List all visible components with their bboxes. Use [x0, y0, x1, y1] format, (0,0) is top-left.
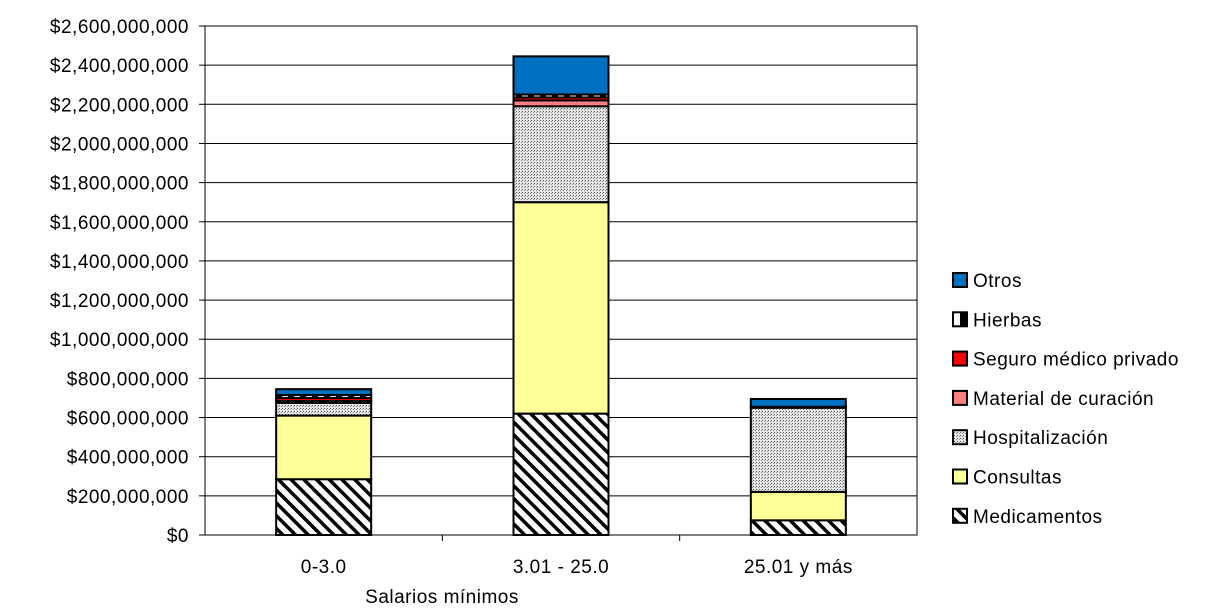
y-tick-label: $0	[167, 526, 189, 547]
legend-label: Seguro médico privado	[973, 350, 1179, 371]
legend-swatch	[953, 430, 967, 444]
legend: Otros Hierbas Seguro médico privado Materia…	[953, 271, 1179, 528]
bar-segment-consultas	[514, 202, 609, 413]
legend-item-consultas: Consultas	[953, 468, 1062, 489]
bar-segment-consultas	[751, 492, 846, 520]
y-tick-label: $1,800,000,000	[50, 174, 189, 195]
y-tick-label: $800,000,000	[67, 369, 189, 390]
legend-label: Consultas	[973, 468, 1062, 489]
bar-segment-hospitalizacion	[514, 106, 609, 202]
legend-swatch	[953, 391, 967, 405]
bar-segment-medicamentos	[276, 479, 371, 535]
y-tick-label: $2,600,000,000	[50, 17, 189, 38]
y-tick-label: $2,400,000,000	[50, 56, 189, 77]
bars	[276, 56, 846, 535]
y-tick-label: $1,600,000,000	[50, 213, 189, 234]
legend-swatch	[953, 470, 967, 484]
legend-swatch	[953, 509, 967, 523]
legend-label: Material de curación	[973, 389, 1154, 410]
y-tick-label: $1,400,000,000	[50, 252, 189, 273]
legend-swatch	[953, 352, 967, 366]
legend-label: Hierbas	[973, 310, 1042, 331]
legend-item-material-de-curacion: Material de curación	[953, 389, 1154, 410]
legend-label: Hospitalización	[973, 428, 1108, 449]
bar-segment-otros	[276, 389, 371, 395]
x-tick-label: 3.01 - 25.0	[513, 557, 609, 578]
x-axis-labels: 0-3.0 3.01 - 25.0 25.01 y más	[301, 557, 853, 578]
y-tick-label: $400,000,000	[67, 448, 189, 469]
bar-segment-hospitalizacion	[276, 403, 371, 416]
bar-segment-medicamentos	[751, 520, 846, 535]
legend-item-medicamentos: Medicamentos	[953, 507, 1103, 528]
y-tick-label: $200,000,000	[67, 487, 189, 508]
y-tick-label: $1,000,000,000	[50, 330, 189, 351]
legend-swatch	[953, 312, 967, 326]
x-tick-label: 0-3.0	[301, 557, 347, 578]
legend-item-otros: Otros	[953, 271, 1022, 292]
bar-segment-otros	[751, 399, 846, 407]
bar-segment-medicamentos	[514, 414, 609, 535]
legend-item-hierbas: Hierbas	[953, 310, 1042, 331]
y-tick-label: $600,000,000	[67, 409, 189, 430]
legend-swatch	[953, 273, 967, 287]
bar-segment-hospitalizacion	[751, 408, 846, 492]
y-tick-label: $2,000,000,000	[50, 134, 189, 155]
legend-item-seguro-medico-privado: Seguro médico privado	[953, 350, 1179, 371]
legend-label: Otros	[973, 271, 1022, 292]
bar-segment-consultas	[276, 416, 371, 480]
y-tick-label: $2,200,000,000	[50, 95, 189, 116]
legend-label: Medicamentos	[973, 507, 1103, 528]
legend-item-hospitalizacion: Hospitalización	[953, 428, 1108, 449]
y-tick-label: $1,200,000,000	[50, 291, 189, 312]
bar-segment-otros	[514, 56, 609, 94]
y-axis-labels: $0 $200,000,000 $400,000,000 $600,000,000 $8…	[50, 17, 189, 547]
x-tick-label: 25.01 y más	[744, 557, 853, 578]
x-axis-title: Salarios mínimos	[365, 587, 519, 608]
